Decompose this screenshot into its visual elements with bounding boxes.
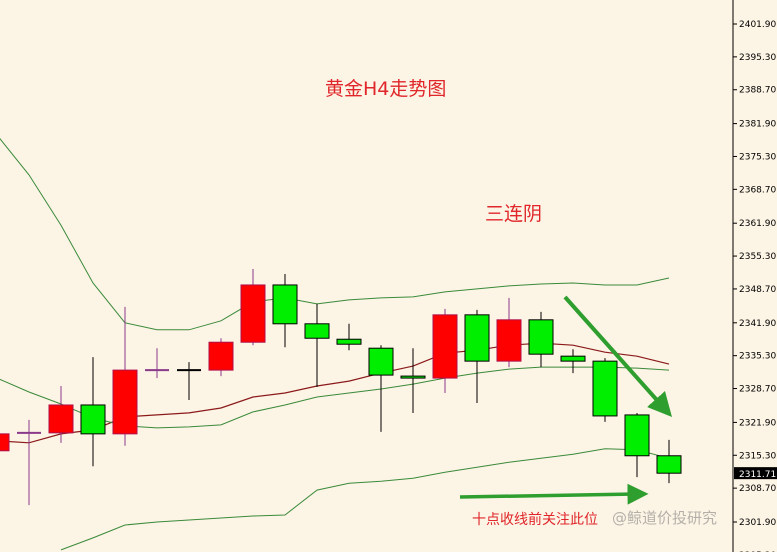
candle bbox=[464, 309, 490, 403]
band-upper-outer bbox=[0, 138, 670, 331]
band-middle bbox=[0, 342, 670, 444]
candle bbox=[528, 311, 554, 368]
candle-body bbox=[336, 338, 362, 345]
band-lower bbox=[60, 448, 670, 551]
down-arrow bbox=[563, 295, 672, 417]
y-tick-label: 2315.30 bbox=[739, 451, 776, 461]
candle bbox=[432, 308, 458, 394]
candle bbox=[80, 357, 106, 467]
candle bbox=[592, 358, 618, 422]
candle-body bbox=[528, 319, 554, 355]
candle-body bbox=[80, 404, 106, 435]
y-tick-label: 2341.90 bbox=[739, 319, 776, 329]
candles bbox=[0, 269, 682, 506]
annotation-note: 十点收线前关注此位 bbox=[472, 512, 598, 528]
arrows bbox=[459, 295, 672, 505]
candle bbox=[304, 303, 330, 388]
right-arrow bbox=[459, 483, 649, 505]
y-tick-label: 2295.30 bbox=[739, 551, 776, 552]
candle bbox=[0, 433, 10, 452]
y-tick-label: 2375.30 bbox=[739, 152, 776, 162]
candle-body bbox=[592, 360, 618, 417]
current-price-box bbox=[734, 467, 777, 480]
candle bbox=[656, 439, 682, 484]
candle-body bbox=[656, 455, 682, 474]
candle-body bbox=[48, 404, 74, 434]
y-tick-label: 2361.90 bbox=[739, 219, 776, 229]
y-tick-label: 2401.90 bbox=[739, 20, 776, 30]
y-tick-label: 2335.30 bbox=[739, 352, 776, 362]
y-tick-label: 2301.90 bbox=[739, 518, 776, 528]
candle-body bbox=[272, 284, 298, 325]
watermark: @鲸道价投研究 bbox=[612, 509, 718, 527]
candle bbox=[368, 345, 394, 432]
candle bbox=[177, 362, 201, 400]
candle bbox=[17, 419, 41, 506]
candle-body bbox=[400, 375, 426, 379]
candle-body bbox=[112, 369, 138, 435]
y-tick-label: 2355.30 bbox=[739, 252, 776, 262]
candle bbox=[112, 306, 138, 446]
candle bbox=[48, 386, 74, 443]
candle bbox=[240, 269, 266, 346]
candle bbox=[208, 338, 234, 377]
candle bbox=[560, 349, 586, 374]
y-tick-label: 2395.30 bbox=[739, 53, 776, 63]
candle bbox=[272, 273, 298, 348]
candle bbox=[145, 348, 169, 379]
candle bbox=[400, 348, 426, 413]
candle-body bbox=[304, 323, 330, 339]
chart-title: 黄金H4走势图 bbox=[325, 78, 447, 100]
annotation-three-bearish: 三连阴 bbox=[485, 203, 543, 225]
y-tick-label: 2381.90 bbox=[739, 120, 776, 130]
bands bbox=[0, 138, 670, 551]
candle-body bbox=[496, 319, 522, 362]
y-tick-label: 2368.70 bbox=[739, 185, 776, 195]
price-axis: 2401.90 2395.30 2388.70 2381.90 2375.30 2368.… bbox=[732, 0, 777, 552]
y-tick-label: 2328.70 bbox=[739, 385, 776, 395]
candle-body bbox=[464, 314, 490, 362]
candle-body bbox=[624, 414, 650, 457]
y-tick-label: 2308.70 bbox=[739, 484, 776, 494]
candle-body bbox=[0, 433, 10, 452]
candle bbox=[496, 297, 522, 368]
candle bbox=[624, 412, 650, 478]
y-tick-label: 2388.70 bbox=[739, 86, 776, 96]
band-inner bbox=[0, 366, 670, 429]
y-tick-label: 2321.90 bbox=[739, 418, 776, 428]
candle-body bbox=[208, 341, 234, 371]
current-price-label: 2311.71 bbox=[739, 470, 776, 480]
candle-body bbox=[560, 355, 586, 362]
candle bbox=[336, 323, 362, 351]
candle-body bbox=[368, 347, 394, 376]
candle-body bbox=[432, 314, 458, 379]
candle-body bbox=[240, 284, 266, 343]
y-tick-label: 2348.70 bbox=[739, 285, 776, 295]
